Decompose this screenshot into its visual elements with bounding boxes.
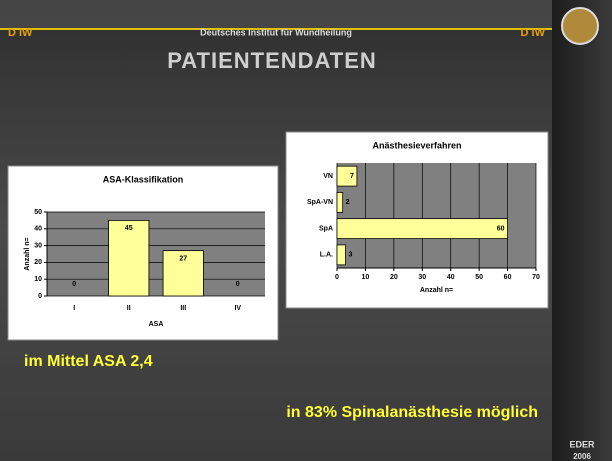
header-center: Deutsches Institut für Wundheilung	[200, 27, 352, 37]
x-tick-label: 40	[447, 274, 455, 281]
x-tick-label: 50	[475, 274, 483, 281]
header-bar	[0, 0, 552, 28]
x-axis-label: Anzahl n=	[420, 287, 453, 294]
side-strip	[552, 0, 612, 461]
footer-name: EDER	[569, 439, 595, 449]
bar	[108, 219, 150, 297]
y-axis-label: Anzahl n=	[24, 237, 31, 270]
x-tick-label: III	[180, 305, 186, 312]
y-tick-label: VN	[323, 173, 333, 180]
bar	[336, 244, 346, 266]
logo	[561, 7, 599, 45]
header-left: D IW	[8, 27, 33, 39]
data-label: 60	[497, 225, 505, 232]
x-tick-label: 20	[390, 274, 398, 281]
bar	[336, 218, 508, 239]
data-label: 27	[179, 255, 187, 262]
bar	[336, 165, 358, 187]
slide-title: PATIENTENDATEN	[167, 48, 377, 73]
header-rule	[0, 28, 552, 30]
x-tick-label: 60	[504, 274, 512, 281]
x-tick-label: 0	[335, 274, 339, 281]
data-label: 0	[72, 281, 76, 288]
plot-area	[337, 163, 536, 268]
x-tick-label: II	[127, 305, 131, 312]
x-tick-label: 30	[418, 274, 426, 281]
footer-year: 2006	[573, 452, 591, 461]
x-tick-label: IV	[234, 305, 241, 312]
data-label: 0	[236, 281, 240, 288]
y-tick-label: 30	[34, 242, 42, 249]
x-tick-label: 10	[362, 274, 370, 281]
x-tick-label: 70	[532, 274, 540, 281]
x-axis-label: ASA	[149, 321, 164, 328]
chart-title: Anästhesieverfahren	[372, 140, 461, 150]
chart-title: ASA-Klassifikation	[103, 174, 184, 184]
x-tick-label: I	[73, 305, 75, 312]
bar	[336, 191, 344, 213]
y-tick-label: 0	[38, 293, 42, 300]
header-right: D IW	[521, 27, 546, 39]
y-tick-label: 20	[34, 259, 42, 266]
y-tick-label: 40	[34, 226, 42, 233]
plot-area	[47, 212, 265, 296]
y-tick-label: 50	[34, 209, 42, 216]
data-label: 45	[125, 225, 133, 232]
data-label: 3	[349, 252, 353, 259]
y-tick-label: SpA	[319, 225, 333, 232]
data-label: 2	[346, 199, 350, 206]
y-tick-label: 10	[34, 276, 42, 283]
y-tick-label: L.A.	[320, 252, 333, 259]
bar	[162, 250, 204, 297]
note: in 83% Spinalanästhesie möglich	[286, 404, 538, 421]
note: im Mittel ASA 2,4	[24, 353, 153, 370]
y-tick-label: SpA-VN	[307, 199, 333, 206]
data-label: 7	[350, 173, 354, 180]
